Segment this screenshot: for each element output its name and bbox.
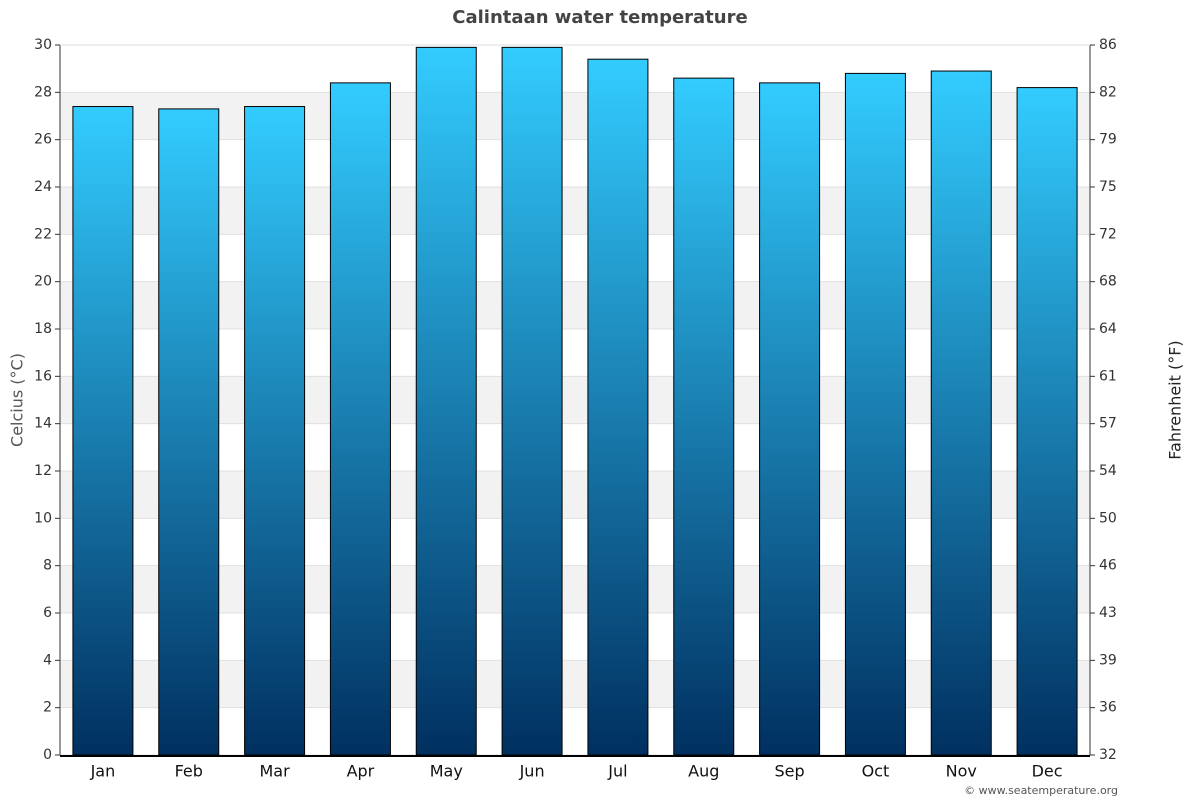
y-tick-label: 16 [34, 368, 52, 384]
y-tick-label: 24 [34, 179, 52, 195]
y2-tick-label: 79 [1099, 132, 1117, 148]
y-axis-label: Celcius (°C) [8, 353, 27, 447]
bar [158, 108, 220, 756]
y2-tick-label: 39 [1099, 652, 1117, 668]
x-tick-label: Apr [347, 762, 375, 781]
grid-band [60, 281, 1090, 329]
x-tick-label: Aug [688, 762, 719, 781]
y-tick-label: 12 [34, 463, 52, 479]
y-tick-label: 14 [34, 416, 52, 432]
bar [673, 77, 735, 756]
y2-tick-label: 54 [1099, 463, 1117, 479]
bar [759, 82, 821, 756]
x-tick-label: Feb [175, 762, 203, 781]
x-tick-label: Oct [862, 762, 890, 781]
y2-tick-label: 86 [1099, 37, 1117, 53]
y-tick-label: 8 [43, 558, 52, 574]
y-tick-label: 28 [34, 84, 52, 100]
y2-tick-label: 57 [1099, 416, 1117, 432]
bar [244, 106, 306, 756]
y2-tick-label: 46 [1099, 558, 1117, 574]
y-tick-label: 30 [34, 37, 52, 53]
y2-tick-label: 36 [1099, 700, 1117, 716]
y-tick-label: 4 [43, 652, 52, 668]
y2-tick-label: 68 [1099, 274, 1117, 290]
bar [587, 58, 649, 756]
chart-title: Calintaan water temperature [452, 7, 747, 28]
x-tick-label: Jul [607, 762, 627, 781]
y2-axis-label: Fahrenheit (°F) [1166, 340, 1185, 459]
bar [1016, 87, 1078, 756]
bar [844, 72, 906, 756]
grid-band [60, 471, 1090, 519]
grid-band [60, 376, 1090, 424]
x-tick-label: Nov [946, 762, 977, 781]
y2-tick-label: 64 [1099, 321, 1117, 337]
y2-tick-label: 43 [1099, 605, 1117, 621]
x-tick-label: Sep [775, 762, 805, 781]
y-tick-label: 18 [34, 321, 52, 337]
x-tick-label: May [430, 762, 463, 781]
x-tick-label: Dec [1032, 762, 1063, 781]
y-tick-label: 2 [43, 700, 52, 716]
bar [415, 46, 477, 756]
bar [501, 46, 563, 756]
y2-tick-label: 75 [1099, 179, 1117, 195]
y-tick-label: 26 [34, 132, 52, 148]
y-tick-label: 6 [43, 605, 52, 621]
credit: © www.seatemperature.org [964, 784, 1118, 797]
y2-tick-label: 50 [1099, 510, 1117, 526]
bar [72, 106, 134, 756]
y2-tick-label: 72 [1099, 226, 1117, 242]
y-tick-label: 20 [34, 274, 52, 290]
x-tick-label: Jun [519, 762, 545, 781]
y-tick-label: 22 [34, 226, 52, 242]
grid-band [60, 660, 1090, 708]
y2-tick-label: 32 [1099, 747, 1117, 763]
y2-tick-label: 82 [1099, 84, 1117, 100]
y-tick-label: 10 [34, 510, 52, 526]
y2-tick-label: 61 [1099, 368, 1117, 384]
y-tick-label: 0 [43, 747, 52, 763]
grid-band [60, 92, 1090, 140]
x-tick-label: Jan [90, 762, 116, 781]
grid-band [60, 565, 1090, 613]
grid-band [60, 187, 1090, 235]
x-tick-label: Mar [259, 762, 290, 781]
bar [329, 82, 391, 756]
bar [930, 70, 992, 756]
